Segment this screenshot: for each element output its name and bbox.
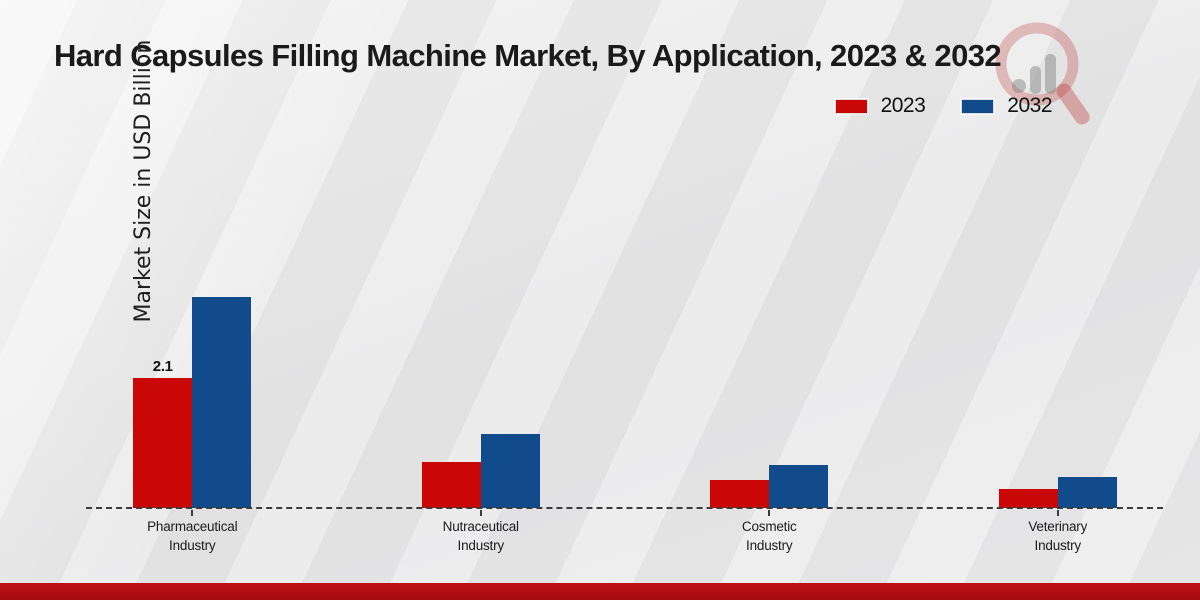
bar-group-pharmaceutical-industry: 2.1 Pharmaceutical Industry — [48, 250, 337, 553]
footer-accent-bar — [0, 583, 1200, 600]
legend-item-2023: 2023 — [834, 94, 926, 118]
legend-swatch-2032 — [961, 98, 995, 114]
legend-label: 2023 — [880, 94, 926, 117]
bar-2032-nutraceutical-industry — [480, 433, 540, 508]
x-axis-label-pharmaceutical-industry: Pharmaceutical Industry — [147, 519, 238, 553]
x-axis-label-veterinary-industry: Veterinary Industry — [1028, 519, 1088, 553]
brand-watermark-magnifier-icon — [995, 22, 1090, 125]
legend-item-2032: 2032 — [961, 94, 1052, 118]
chart-title: Hard Capsules Filling Machine Market, By… — [54, 38, 1002, 73]
bar-2023-nutraceutical-industry — [421, 461, 481, 508]
bar-2023-cosmetic-industry — [710, 480, 770, 508]
legend: 2023 2032 — [834, 94, 1052, 118]
y-axis-label: Market Size in USD Billion — [130, 39, 156, 323]
x-axis-label-cosmetic-industry: Cosmetic Industry — [741, 519, 797, 553]
legend-swatch-2023 — [834, 98, 868, 114]
x-axis-tick — [768, 510, 771, 516]
bars — [710, 464, 829, 508]
bar-group-cosmetic-industry: Cosmetic Industry — [625, 250, 914, 553]
bar-groups: 2.1 Pharmaceutical Industry Nutraceutical … — [48, 250, 1200, 553]
bar-group-veterinary-industry: Veterinary Industry — [914, 250, 1200, 553]
x-axis-tick — [191, 510, 194, 516]
bars — [421, 433, 540, 508]
bar-2023-pharmaceutical-industry: 2.1 — [133, 358, 193, 508]
x-axis-tick — [479, 510, 482, 516]
bar-2032-cosmetic-industry — [769, 464, 829, 508]
bar-2032-veterinary-industry — [1057, 477, 1117, 508]
bar-2023-veterinary-industry — [998, 489, 1058, 508]
legend-label: 2032 — [1007, 94, 1052, 117]
bars: 2.1 — [133, 297, 252, 508]
bar-value-label: 2.1 — [152, 357, 173, 375]
bar-2032-pharmaceutical-industry — [192, 297, 252, 508]
x-axis-baseline — [86, 507, 1163, 509]
bars — [998, 477, 1117, 508]
x-axis-tick — [1056, 510, 1059, 516]
bar-group-nutraceutical-industry: Nutraceutical Industry — [337, 250, 626, 553]
plot-area: 2.1 Pharmaceutical Industry Nutraceutical … — [48, 250, 1200, 553]
x-axis-label-nutraceutical-industry: Nutraceutical Industry — [442, 519, 519, 553]
